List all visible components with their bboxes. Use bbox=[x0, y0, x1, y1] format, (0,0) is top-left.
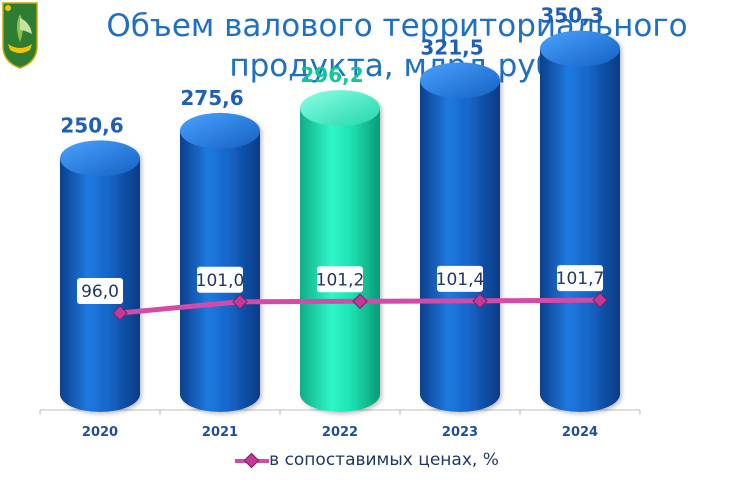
bar-value-label-2022: 296,2 bbox=[300, 63, 363, 87]
bar-body bbox=[300, 108, 380, 413]
growth-label-box-2022 bbox=[317, 266, 363, 293]
growth-label-2024: 101,7 bbox=[556, 269, 605, 289]
growth-label-2023: 101,4 bbox=[436, 270, 485, 290]
bar-top bbox=[300, 90, 380, 127]
growth-point-2023 bbox=[472, 293, 488, 309]
bar-body bbox=[540, 48, 620, 413]
bar-top bbox=[180, 112, 260, 149]
bar-value-label-2021: 275,6 bbox=[180, 86, 243, 110]
growth-point-2021 bbox=[232, 293, 248, 310]
growth-label-box-2020 bbox=[77, 278, 123, 304]
x-tick-label-2024: 2024 bbox=[562, 425, 598, 440]
bar-2020 bbox=[60, 140, 140, 412]
legend-label: в сопоставимых ценах, % bbox=[269, 450, 499, 470]
chart-legend: в сопоставимых ценах, % bbox=[0, 450, 734, 470]
bar-2024 bbox=[540, 30, 620, 413]
bar-top bbox=[60, 140, 140, 177]
growth-label-2022: 101,2 bbox=[316, 270, 365, 290]
legend-marker-icon bbox=[235, 452, 270, 469]
growth-point-2024 bbox=[592, 292, 608, 308]
growth-label-2020: 96,0 bbox=[81, 282, 119, 302]
growth-label-box-2024 bbox=[557, 265, 603, 292]
growth-point-2022 bbox=[352, 293, 368, 310]
bar-2021 bbox=[180, 112, 260, 412]
bar-top bbox=[540, 30, 620, 67]
growth-label-2021: 101,0 bbox=[196, 271, 245, 291]
bar-2022 bbox=[300, 90, 380, 413]
bar-top bbox=[420, 62, 500, 99]
bar-value-label-2020: 250,6 bbox=[60, 113, 123, 137]
x-tick-label-2022: 2022 bbox=[322, 425, 358, 440]
bar-value-label-2024: 350,3 bbox=[540, 4, 603, 28]
bar-2023 bbox=[420, 62, 500, 412]
bar-body bbox=[420, 80, 500, 412]
x-tick-label-2021: 2021 bbox=[202, 425, 238, 440]
chart-title: Объем валового территориального продукта… bbox=[60, 6, 734, 86]
chart-title-line-2: продукта, млрд руб. bbox=[229, 48, 565, 84]
bar-value-label-2023: 321,5 bbox=[420, 35, 483, 59]
growth-point-2020 bbox=[112, 305, 128, 321]
coat-of-arms-icon bbox=[0, 0, 40, 70]
x-tick-label-2020: 2020 bbox=[82, 425, 118, 440]
growth-label-box-2021 bbox=[197, 266, 243, 293]
x-tick-label-2023: 2023 bbox=[442, 425, 478, 440]
growth-label-box-2023 bbox=[437, 265, 483, 292]
